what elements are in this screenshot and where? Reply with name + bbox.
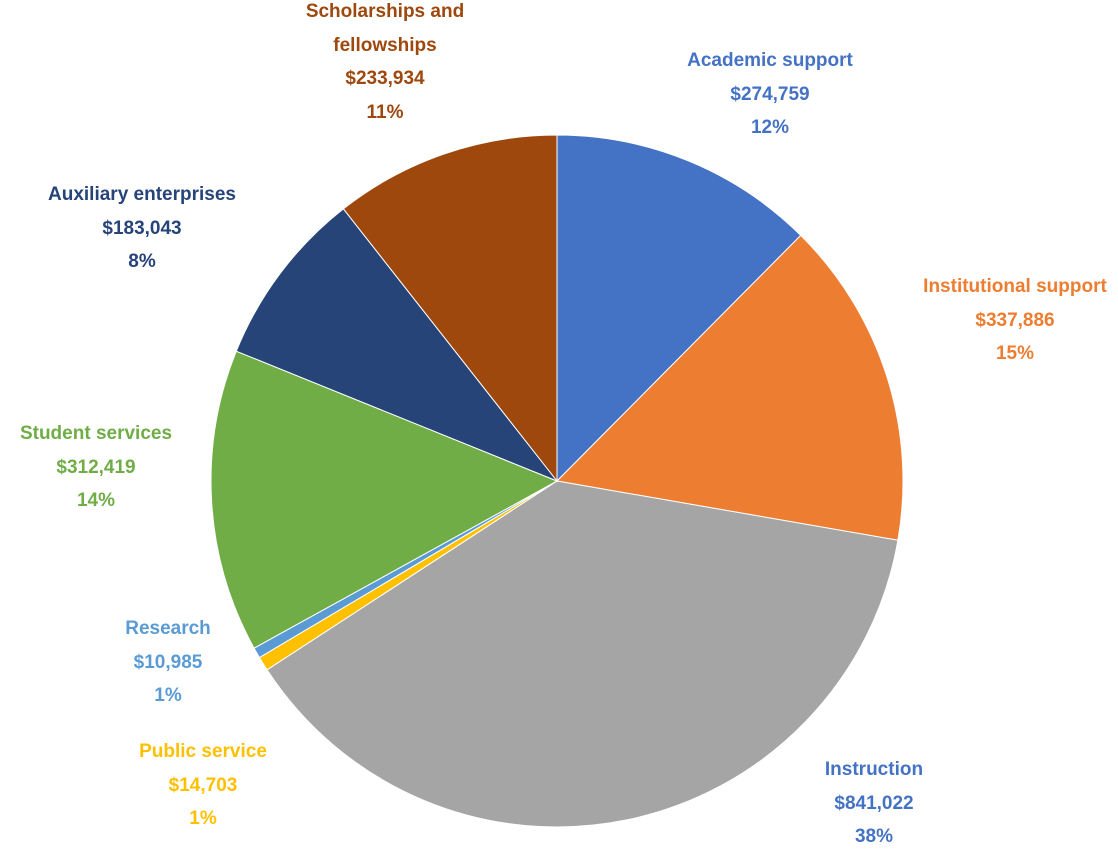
percent-label: 1% <box>189 808 217 829</box>
data-label: Auxiliary enterprises $183,043 8% <box>22 178 262 279</box>
data-label: Research $10,985 1% <box>68 612 268 713</box>
slice <box>210 350 559 649</box>
category-label: Public service <box>139 741 267 762</box>
category-label: Academic support <box>687 50 853 71</box>
category-label: Research <box>125 618 211 639</box>
slice <box>342 134 558 483</box>
slice <box>556 134 802 483</box>
data-label: Institutional support $337,886 15% <box>905 270 1118 371</box>
percent-label: 8% <box>128 251 156 272</box>
data-label: Scholarships and fellowships $233,934 11% <box>295 0 475 129</box>
percent-label: 38% <box>854 826 894 847</box>
value-label: $274,759 <box>730 83 810 105</box>
slice <box>555 234 904 541</box>
percent-label: 11% <box>366 101 404 123</box>
value-label: $14,703 <box>168 774 238 796</box>
value-label: $10,985 <box>133 651 203 673</box>
value-label: $312,419 <box>56 456 136 478</box>
slice <box>235 208 559 483</box>
value-label: $841,022 <box>834 792 914 814</box>
percent-label: 12% <box>750 117 790 138</box>
category-label: Student services <box>19 423 173 444</box>
value-label: $183,043 <box>102 217 182 239</box>
value-label: $337,886 <box>975 309 1055 331</box>
data-label: Public service $14,703 1% <box>103 735 303 836</box>
category-label: Auxiliary enterprises <box>48 184 236 205</box>
data-label: Instruction $841,022 38% <box>774 753 974 854</box>
category-label: Scholarships and fellowships <box>305 1 465 56</box>
percent-label: 1% <box>154 685 182 706</box>
data-label: Academic support $274,759 12% <box>640 44 900 145</box>
category-label: Instruction <box>824 759 924 780</box>
percent-label: 15% <box>995 343 1035 364</box>
category-label: Institutional support <box>923 276 1107 297</box>
value-label: $233,934 <box>345 68 425 89</box>
data-label: Student services $312,419 14% <box>0 417 196 518</box>
percent-label: 14% <box>76 490 116 511</box>
